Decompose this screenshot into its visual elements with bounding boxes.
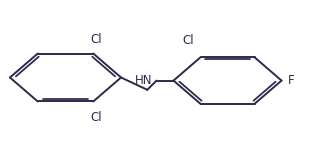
Text: F: F (288, 74, 295, 87)
Text: Cl: Cl (91, 111, 102, 124)
Text: Cl: Cl (182, 34, 194, 47)
Text: Cl: Cl (91, 33, 102, 46)
Text: HN: HN (135, 74, 153, 87)
